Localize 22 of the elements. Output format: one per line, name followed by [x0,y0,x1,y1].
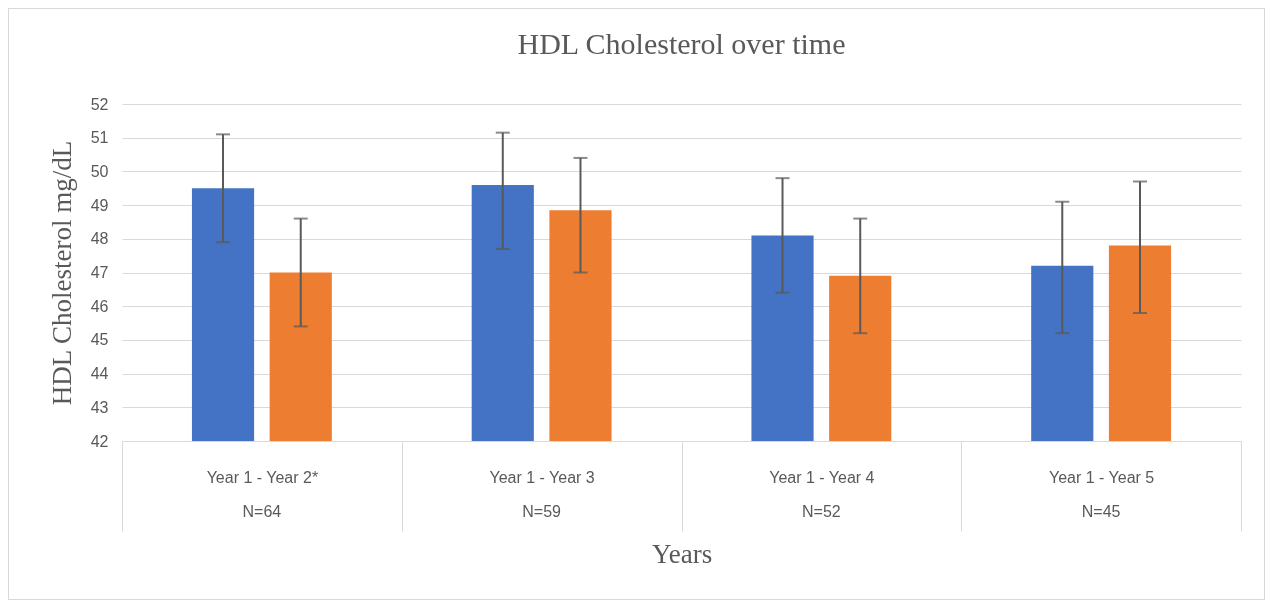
text: N=52 [802,503,841,520]
y-tick-label: 50 [90,162,109,180]
y-tick-label: 42 [90,432,109,450]
y-tick-label: 49 [90,196,109,214]
y-tick-label: 47 [90,264,109,281]
x-tick-label: Year 1 - Year 2* [206,468,319,486]
y-axis-title: HDL Cholesterol mg/dL [46,140,77,406]
y-tick-label: 48 [90,230,109,248]
y-tick-label: 45 [90,331,109,349]
text: N=59 [522,503,562,520]
x-tick-label: Year 1 - Year 4 [769,468,875,486]
y-tick-label: 44 [90,365,109,383]
text: N=45 [1081,503,1121,520]
y-tick-label: 46 [90,297,109,315]
x-tick-label: Year 1 - Year 5 [1048,468,1155,486]
chart-title: HDL Cholesterol over time [517,27,846,60]
y-tick-label: 43 [90,398,109,416]
y-tick-label: 52 [90,95,109,113]
text: N=64 [242,503,282,520]
y-tick-label: 51 [90,129,109,147]
x-tick-label: Year 1 - Year 3 [489,468,595,486]
x-axis-title: Years [651,539,713,569]
